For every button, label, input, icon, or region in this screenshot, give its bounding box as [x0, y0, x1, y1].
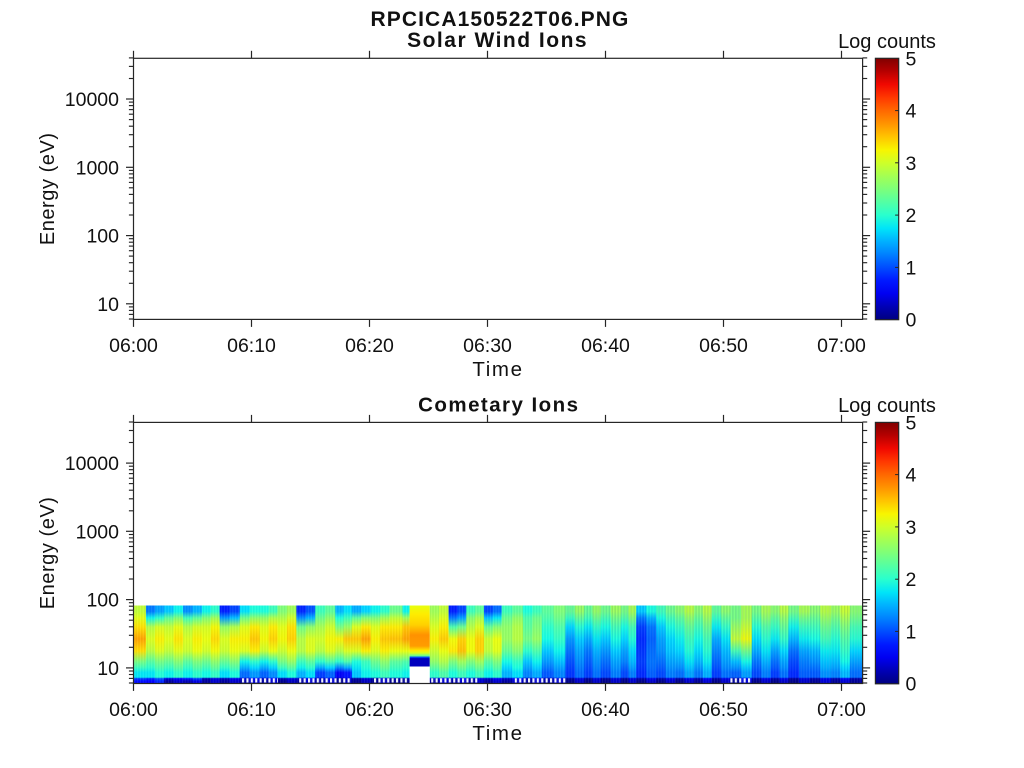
svg-text:4: 4 [906, 465, 917, 487]
svg-text:Log counts: Log counts [838, 31, 936, 53]
svg-text:06:50: 06:50 [699, 699, 748, 721]
svg-text:06:40: 06:40 [581, 699, 630, 721]
svg-text:Cometary Ions: Cometary Ions [418, 393, 579, 416]
svg-text:06:10: 06:10 [227, 699, 276, 721]
svg-text:Log counts: Log counts [838, 395, 936, 417]
svg-text:06:10: 06:10 [227, 335, 276, 357]
svg-text:2: 2 [906, 205, 917, 227]
svg-text:07:00: 07:00 [817, 335, 866, 357]
svg-text:Time: Time [472, 722, 523, 745]
svg-text:1: 1 [906, 257, 917, 279]
svg-text:5: 5 [906, 48, 917, 70]
svg-text:1000: 1000 [76, 157, 120, 179]
svg-text:3: 3 [906, 517, 917, 539]
svg-text:06:30: 06:30 [463, 699, 512, 721]
svg-text:2: 2 [906, 569, 917, 591]
svg-text:10: 10 [97, 294, 119, 316]
svg-text:100: 100 [86, 226, 119, 248]
svg-text:0: 0 [906, 674, 917, 696]
svg-text:10: 10 [97, 658, 119, 680]
svg-text:06:00: 06:00 [109, 699, 158, 721]
svg-text:0: 0 [906, 310, 917, 332]
svg-text:06:20: 06:20 [345, 699, 394, 721]
svg-text:1: 1 [906, 621, 917, 643]
svg-text:07:00: 07:00 [817, 699, 866, 721]
svg-text:10000: 10000 [65, 89, 119, 111]
svg-text:06:20: 06:20 [345, 335, 394, 357]
svg-text:Time: Time [472, 358, 523, 381]
svg-text:1000: 1000 [76, 521, 120, 543]
svg-text:06:50: 06:50 [699, 335, 748, 357]
svg-text:RPCICA150522T06.PNG: RPCICA150522T06.PNG [370, 8, 629, 31]
svg-text:Solar Wind Ions: Solar Wind Ions [407, 29, 588, 52]
svg-text:Energy (eV): Energy (eV) [37, 132, 59, 245]
svg-text:5: 5 [906, 412, 917, 434]
svg-text:100: 100 [86, 590, 119, 612]
svg-text:4: 4 [906, 101, 917, 123]
svg-text:06:30: 06:30 [463, 335, 512, 357]
svg-text:10000: 10000 [65, 453, 119, 475]
svg-text:3: 3 [906, 153, 917, 175]
svg-text:Energy (eV): Energy (eV) [37, 497, 59, 610]
svg-text:06:40: 06:40 [581, 335, 630, 357]
svg-text:06:00: 06:00 [109, 335, 158, 357]
